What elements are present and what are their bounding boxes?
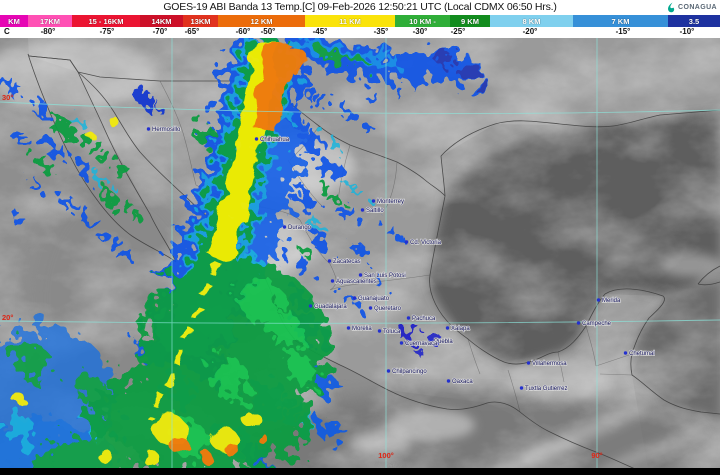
svg-text:Pachuca: Pachuca [412, 316, 436, 322]
temp-tick: -45° [312, 27, 328, 36]
city-label: Cuernavaca [399, 340, 439, 348]
altitude-legend: KM 17KM 15 - 16KM 14KM 13KM 12 KM 11 KM 10 KM -… [0, 15, 720, 27]
city-label: Pachuca [406, 315, 437, 323]
city-label: Chilpancingo [386, 368, 428, 376]
graticule-label: 90° [591, 451, 602, 460]
svg-text:Cuernavaca: Cuernavaca [405, 341, 438, 347]
svg-text:Morelia: Morelia [352, 326, 372, 332]
legend-segment: 15 - 16KM [72, 15, 140, 27]
city-label: Campeche [576, 320, 612, 328]
temp-tick: -25° [450, 27, 466, 36]
temp-tick: -80° [40, 27, 56, 36]
temp-tick: -35° [373, 27, 389, 36]
svg-text:Aguascalientes: Aguascalientes [336, 279, 377, 285]
svg-text:Xalapa: Xalapa [451, 326, 470, 332]
city-label: Toluca [377, 328, 402, 336]
svg-text:Merida: Merida [602, 298, 621, 304]
svg-text:Hermosillo: Hermosillo [152, 127, 181, 133]
temp-tick: -20° [522, 27, 538, 36]
city-label: Chihuahua [254, 136, 290, 144]
temp-tick: -15° [615, 27, 631, 36]
svg-text:Chihuahua: Chihuahua [260, 137, 290, 143]
city-label: Oaxaca [446, 378, 474, 386]
svg-text:Chetumal: Chetumal [629, 351, 655, 357]
svg-text:Oaxaca: Oaxaca [452, 379, 473, 385]
city-label: Chetumal [623, 350, 655, 358]
svg-text:Queretaro: Queretaro [374, 306, 402, 312]
temperature-scale: C -80° -75° -70° -65° -60° -50° -45° -35° -30° -25… [0, 27, 720, 38]
legend-segment: 9 KM [450, 15, 490, 27]
city-label: Hermosillo [146, 126, 182, 134]
city-label: Cd. Victoria [404, 239, 442, 247]
city-label: Guanajuato [352, 295, 390, 303]
city-label: Tuxtla Gutierrez [519, 385, 568, 393]
svg-text:Tuxtla Gutierrez: Tuxtla Gutierrez [525, 386, 567, 392]
temp-tick: -50° [260, 27, 276, 36]
temp-tick: -30° [412, 27, 428, 36]
city-label: San Luis Potosi [358, 272, 406, 280]
conagua-logo-text: CONAGUA [678, 4, 717, 11]
svg-text:Cd. Victoria: Cd. Victoria [410, 240, 442, 246]
temp-tick: -10° [679, 27, 695, 36]
city-label: Villahermosa [526, 360, 568, 368]
legend-segment: 13KM [183, 15, 218, 27]
legend-segment: 8 KM [490, 15, 573, 27]
legend-segment: 17KM [28, 15, 72, 27]
svg-text:Zacatecas: Zacatecas [333, 259, 361, 265]
legend-segment: 10 KM - [395, 15, 450, 27]
svg-text:Guanajuato: Guanajuato [358, 296, 390, 302]
graticule-label: 30° [2, 93, 13, 102]
city-label: Durango [282, 224, 312, 232]
graticule-label: 100° [378, 451, 394, 460]
temp-tick: C [4, 27, 10, 36]
conagua-drop-icon [668, 2, 675, 13]
svg-text:Durango: Durango [288, 225, 312, 231]
bottom-bar [0, 468, 720, 475]
city-label: Monterrey [371, 198, 405, 206]
legend-segment: 3.5 [668, 15, 720, 27]
legend-segment: 12 KM [218, 15, 305, 27]
legend-segment: 14KM [140, 15, 183, 27]
temp-tick: -65° [184, 27, 200, 36]
svg-text:Monterrey: Monterrey [377, 199, 404, 205]
temp-tick: -75° [99, 27, 115, 36]
graticule [0, 38, 720, 468]
svg-text:Saltillo: Saltillo [366, 208, 384, 214]
city-label: Zacatecas [327, 258, 361, 266]
city-label: Puebla [428, 338, 454, 346]
city-label: Guadalajara [308, 303, 348, 311]
svg-text:Chilpancingo: Chilpancingo [392, 369, 427, 375]
city-label: Queretaro [368, 305, 402, 313]
map-labels: Hermosillo Chihuahua Monterrey Saltillo Cd. … [2, 93, 656, 461]
svg-text:San Luis Potosi: San Luis Potosi [364, 273, 406, 279]
title-bar: GOES-19 ABI Banda 13 Temp.[C] 09-Feb-202… [0, 0, 720, 15]
temp-tick: -70° [152, 27, 168, 36]
map-title: GOES-19 ABI Banda 13 Temp.[C] 09-Feb-202… [163, 1, 557, 13]
city-label: Xalapa [445, 325, 471, 333]
city-label: Merida [596, 297, 622, 305]
legend-segment: KM [0, 15, 28, 27]
svg-text:Puebla: Puebla [434, 339, 453, 345]
svg-text:Villahermosa: Villahermosa [532, 361, 567, 367]
svg-text:Campeche: Campeche [582, 321, 612, 327]
legend-segment: 7 KM [573, 15, 668, 27]
legend-segment: 11 KM [305, 15, 395, 27]
city-label: Aguascalientes [330, 278, 377, 286]
city-label: Saltillo [360, 207, 385, 215]
svg-text:Toluca: Toluca [383, 329, 401, 335]
storm-system [0, 23, 483, 475]
graticule-label: 20° [2, 313, 13, 322]
temp-tick: -60° [235, 27, 251, 36]
svg-text:Guadalajara: Guadalajara [314, 304, 347, 310]
conagua-logo: CONAGUA [666, 1, 717, 14]
city-label: Morelia [346, 325, 373, 333]
